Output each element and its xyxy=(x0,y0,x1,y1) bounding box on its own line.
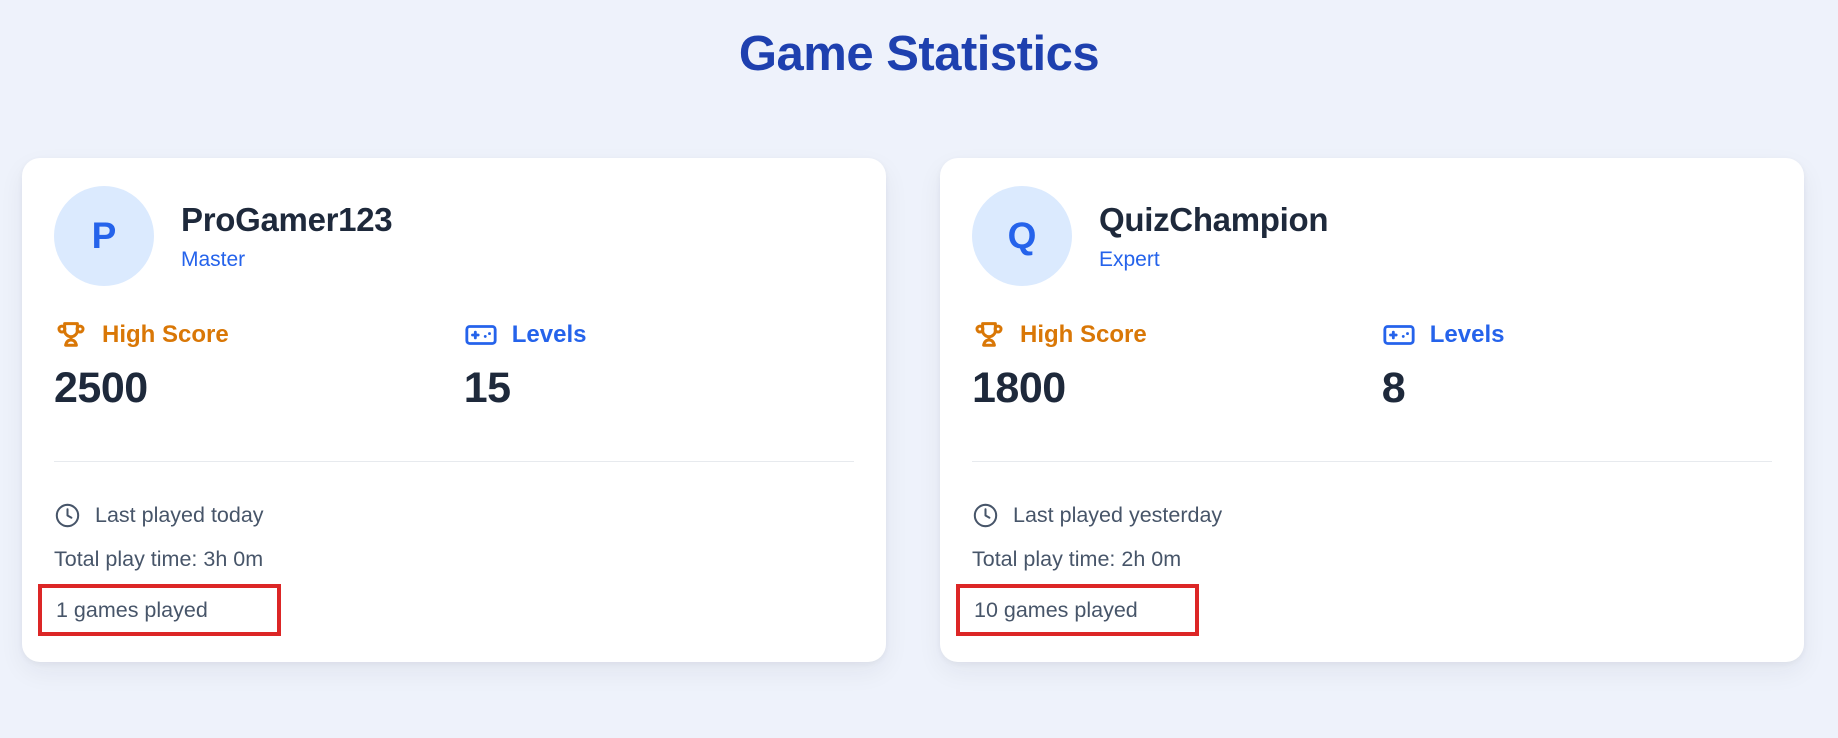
player-identity: ProGamer123 Master xyxy=(181,200,393,272)
player-cards-container: P ProGamer123 Master High Score xyxy=(0,158,1838,662)
clock-icon xyxy=(55,503,80,528)
last-played-row: Last played yesterday xyxy=(972,502,1772,529)
stat-value-high-score: 1800 xyxy=(972,364,1066,412)
player-header: P ProGamer123 Master xyxy=(54,186,854,286)
stat-label-high-score: High Score xyxy=(54,318,464,352)
stat-high-score: High Score 1800 xyxy=(972,318,1382,413)
card-footer: Last played yesterday Total play time: 2… xyxy=(956,502,1772,636)
games-played-highlight-box: 10 games played xyxy=(956,584,1199,636)
stats-grid: High Score 2500 Levels 15 xyxy=(54,318,854,413)
stat-value-levels: 8 xyxy=(1381,364,1406,412)
card-footer: Last played today Total play time: 3h 0m… xyxy=(38,502,854,636)
avatar: Q xyxy=(972,186,1072,286)
stat-label-levels: Levels xyxy=(464,318,854,352)
stat-levels: Levels 15 xyxy=(464,318,854,413)
game-statistics-page: { "page": { "title": "Game Statistics" }… xyxy=(0,26,1838,738)
stat-label-text: High Score xyxy=(1020,321,1147,348)
stat-label-text: Levels xyxy=(1429,321,1505,348)
trophy-icon xyxy=(975,322,1003,347)
stat-value-levels: 15 xyxy=(463,364,511,412)
avatar: P xyxy=(54,186,154,286)
avatar-initial: P xyxy=(91,215,117,256)
player-card-progamer: P ProGamer123 Master High Score xyxy=(22,158,886,662)
stat-label-text: Levels xyxy=(511,321,587,348)
page-title: Game Statistics xyxy=(738,27,1100,81)
total-play-time-text: Total play time: 2h 0m xyxy=(972,547,1182,571)
stats-grid: High Score 1800 Levels 8 xyxy=(972,318,1772,413)
player-rank: Expert xyxy=(1099,247,1160,271)
last-played-text: Last played yesterday xyxy=(1013,503,1223,527)
player-rank: Master xyxy=(181,247,246,271)
clock-icon xyxy=(973,503,998,528)
player-identity: QuizChampion Expert xyxy=(1099,200,1329,272)
divider xyxy=(972,461,1772,462)
player-name: ProGamer123 xyxy=(181,200,393,238)
avatar-initial: Q xyxy=(1007,215,1037,256)
last-played-text: Last played today xyxy=(95,503,264,527)
divider xyxy=(54,461,854,462)
stat-value-high-score: 2500 xyxy=(54,364,148,412)
stat-label-text: High Score xyxy=(102,321,229,348)
player-card-quizchampion: Q QuizChampion Expert High Score xyxy=(940,158,1804,662)
player-name: QuizChampion xyxy=(1099,200,1329,238)
stat-label-levels: Levels xyxy=(1382,318,1772,352)
stat-label-high-score: High Score xyxy=(972,318,1382,352)
gamepad-icon xyxy=(1383,325,1415,345)
stat-high-score: High Score 2500 xyxy=(54,318,464,413)
total-play-time-text: Total play time: 3h 0m xyxy=(54,547,264,571)
games-played-text: 1 games played xyxy=(56,597,208,622)
player-header: Q QuizChampion Expert xyxy=(972,186,1772,286)
games-played-highlight-box: 1 games played xyxy=(38,584,281,636)
trophy-icon xyxy=(57,322,85,347)
last-played-row: Last played today xyxy=(54,502,854,529)
gamepad-icon xyxy=(465,325,497,345)
stat-levels: Levels 8 xyxy=(1382,318,1772,413)
games-played-text: 10 games played xyxy=(974,597,1138,622)
